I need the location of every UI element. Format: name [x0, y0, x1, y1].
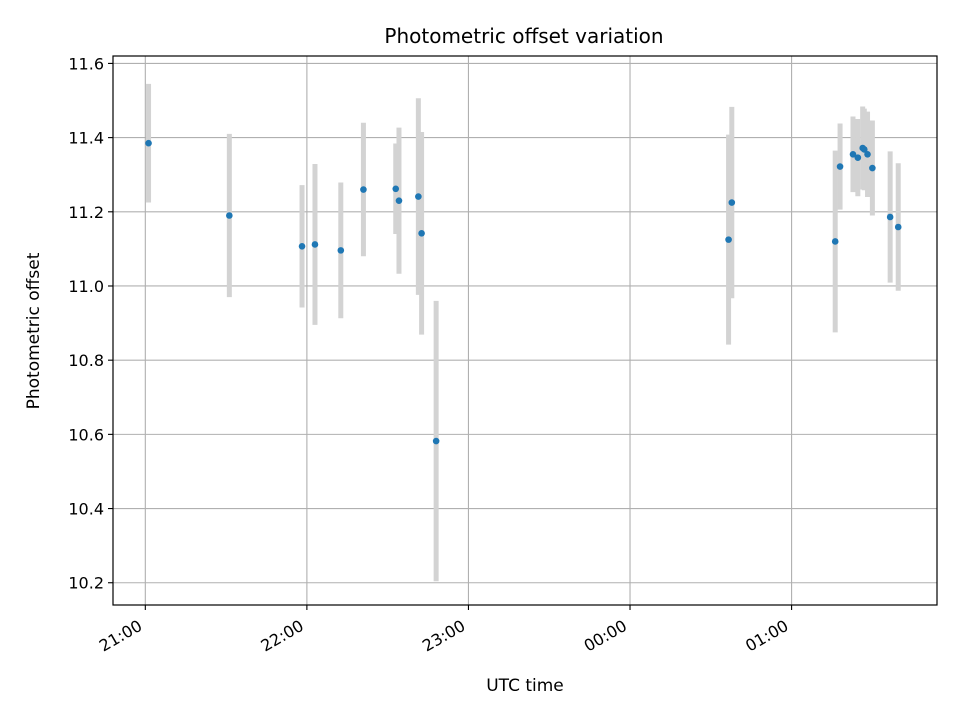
data-point [415, 193, 422, 200]
data-point [849, 151, 857, 158]
data-point [395, 197, 403, 204]
data-point [392, 185, 400, 193]
y-tick-label: 10.2 [68, 574, 104, 593]
data-point [831, 238, 839, 245]
data-points [145, 139, 902, 445]
grid-lines [113, 56, 937, 605]
data-point [145, 139, 152, 147]
y-tick-label: 11.0 [68, 277, 104, 296]
y-axis-ticks: 10.2 10.4 10.6 10.8 11.0 11.2 11.4 11.6 [68, 54, 113, 593]
data-point [886, 213, 894, 221]
data-point [854, 154, 862, 161]
data-point [226, 212, 233, 219]
data-point [728, 199, 736, 206]
x-axis-label: UTC time [486, 676, 564, 696]
y-tick-label: 10.4 [68, 500, 104, 519]
y-tick-label: 11.2 [68, 203, 104, 222]
data-point [894, 223, 902, 231]
data-point [337, 247, 345, 254]
y-axis-label: Photometric offset [24, 252, 44, 409]
y-tick-label: 11.4 [68, 129, 104, 148]
data-point [864, 151, 871, 158]
data-point [298, 242, 306, 250]
y-tick-label: 11.6 [68, 54, 104, 73]
data-point [725, 236, 732, 243]
data-point [418, 230, 425, 237]
data-point [432, 437, 440, 445]
data-point [360, 186, 367, 193]
y-tick-label: 10.6 [68, 425, 104, 444]
plot-frame [112, 55, 938, 606]
data-point [860, 146, 868, 153]
data-point [869, 164, 876, 172]
data-point [836, 163, 844, 170]
chart-title: Photometric offset variation [384, 24, 663, 48]
y-tick-label: 10.8 [68, 351, 104, 370]
data-point [311, 241, 319, 248]
